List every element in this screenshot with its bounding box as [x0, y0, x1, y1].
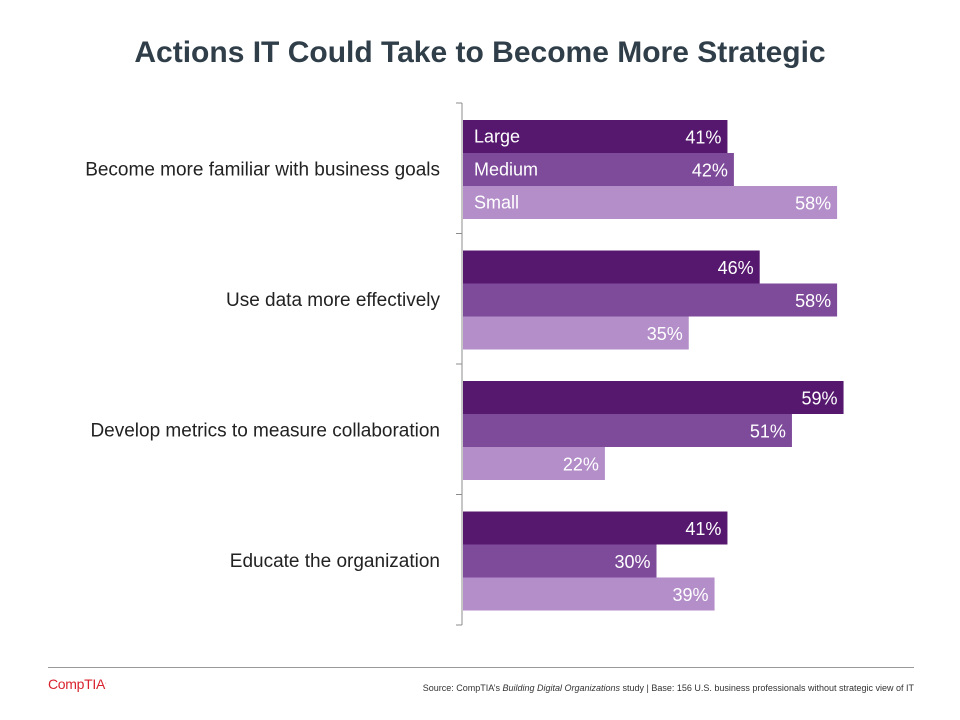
data-label: 41%: [685, 519, 721, 539]
source-suffix: study | Base: 156 U.S. business professi…: [620, 683, 914, 693]
bar-small: [463, 577, 715, 611]
bar-medium: [463, 414, 792, 447]
legend-label: Small: [474, 193, 519, 213]
data-label: 59%: [802, 389, 838, 409]
data-label: 58%: [795, 194, 831, 214]
comptia-logo: CompTIA.: [48, 676, 107, 692]
source-title: Building Digital Organizations: [502, 683, 621, 693]
bar-medium: [463, 544, 657, 578]
source-prefix: Source: CompTIA’s: [422, 683, 503, 693]
bar-large: [463, 511, 728, 545]
data-label: 51%: [750, 422, 786, 442]
bar-large: [463, 250, 760, 284]
bar-large: [463, 381, 844, 414]
category-label: Use data more effectively: [226, 290, 441, 311]
logo-mark: .: [105, 679, 107, 686]
bar-chart: Become more familiar with business goals…: [85, 102, 844, 626]
data-label: 35%: [647, 324, 683, 344]
data-label: 30%: [614, 552, 650, 572]
data-label: 58%: [795, 291, 831, 311]
footer-divider: [48, 667, 914, 668]
bar-medium: [463, 153, 734, 186]
bar-medium: [463, 283, 838, 317]
data-label: 46%: [718, 258, 754, 278]
source-note: Source: CompTIA’s Building Digital Organ…: [423, 683, 914, 693]
category-label: Become more familiar with business goals: [85, 159, 440, 180]
bar-small: [463, 316, 689, 350]
data-label: 22%: [563, 455, 599, 475]
logo-text: CompTIA: [48, 676, 106, 692]
data-label: 41%: [685, 128, 721, 148]
data-label: 42%: [692, 161, 728, 181]
category-label: Educate the organization: [230, 551, 440, 572]
data-label: 39%: [673, 585, 709, 605]
bar-small: [463, 186, 838, 219]
chart-title: Actions IT Could Take to Become More Str…: [134, 36, 826, 69]
category-label: Develop metrics to measure collaboration: [90, 420, 440, 441]
legend-label: Large: [474, 127, 520, 147]
legend-label: Medium: [474, 160, 538, 180]
bar-small: [463, 447, 605, 480]
bar-large: [463, 120, 728, 153]
